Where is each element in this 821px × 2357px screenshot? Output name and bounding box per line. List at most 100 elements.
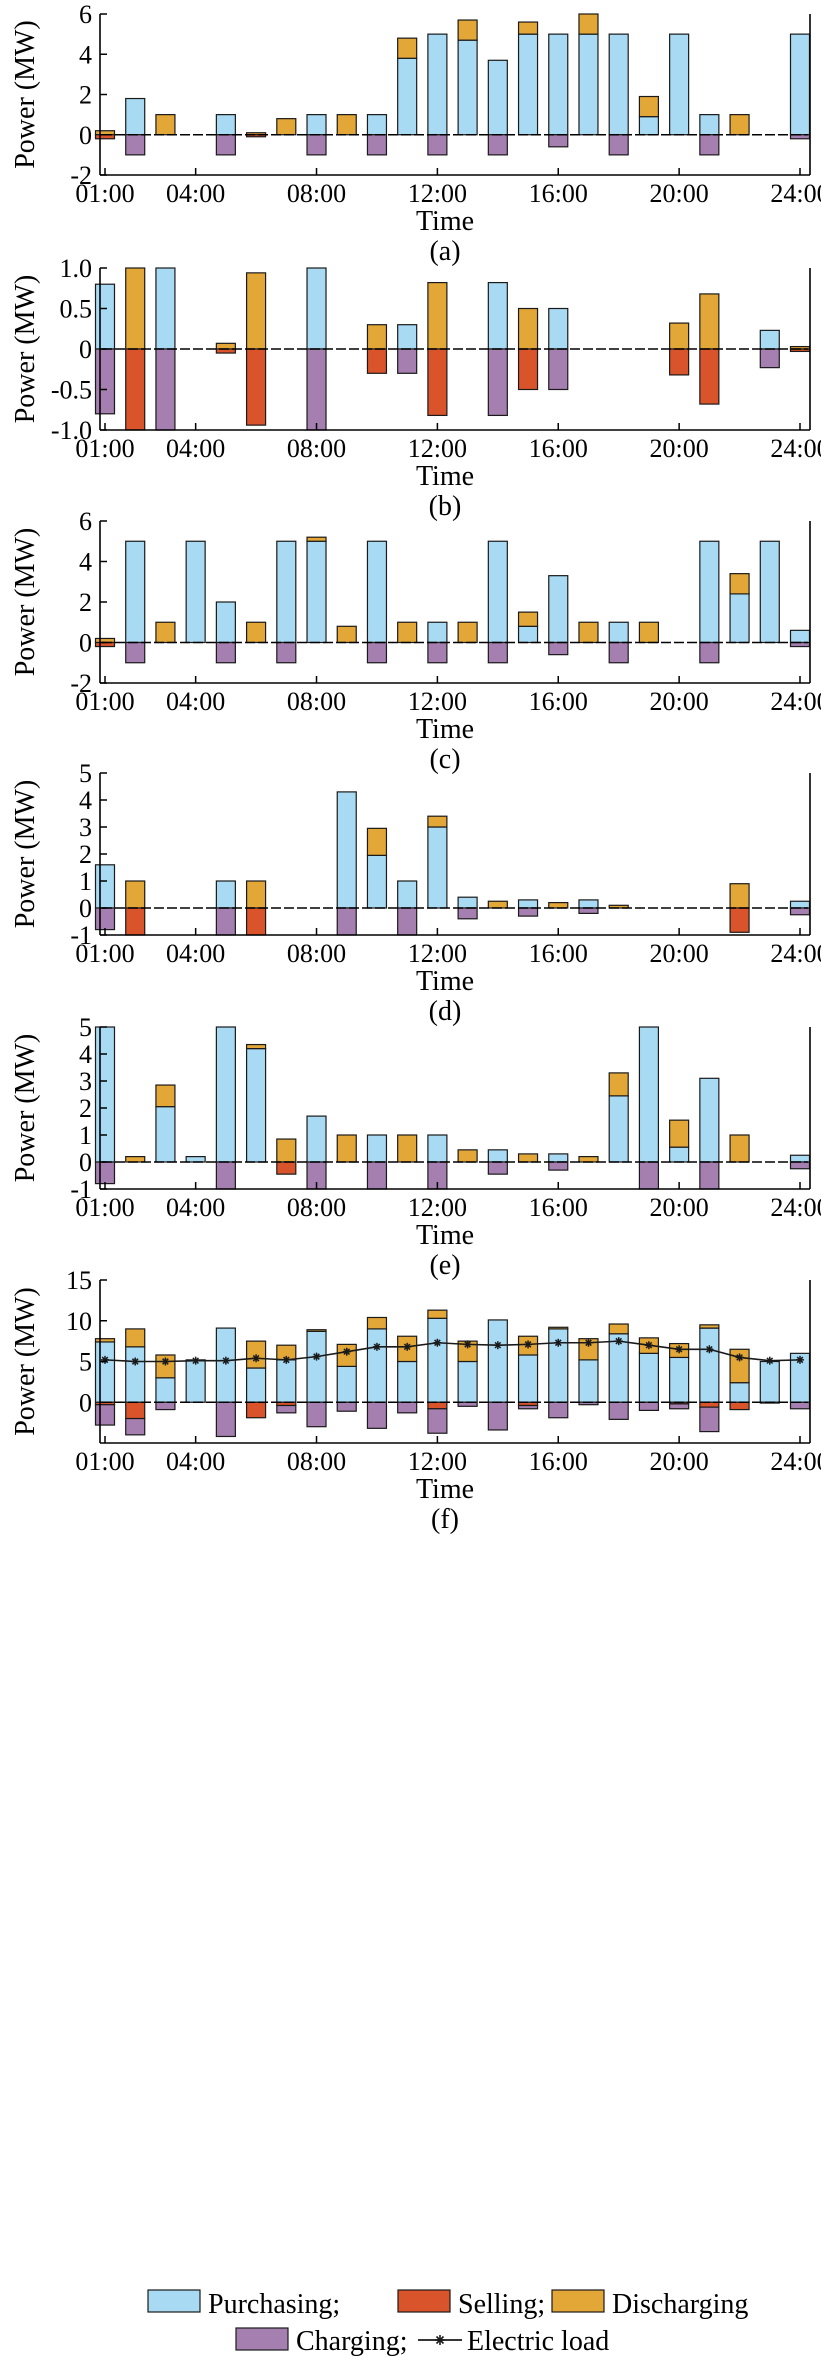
purchasing-bar (608, 621, 629, 644)
purchasing-bar (669, 33, 690, 136)
charging-bar (276, 641, 297, 664)
purchasing-bar (699, 114, 720, 136)
charging-bar (155, 1401, 176, 1411)
purchasing-bar (215, 880, 236, 909)
charging-bar (548, 1161, 569, 1171)
legend: Purchasing; Selling; Discharging Charging; E… (147, 2289, 748, 2357)
purchasing-bar (517, 625, 539, 644)
purchasing-bar (789, 900, 811, 909)
y-tick-label: 1 (79, 1121, 92, 1150)
x-tick-label: 01:00 (75, 1447, 134, 1476)
electric-load-point (221, 1356, 230, 1365)
discharging-bar (578, 1338, 599, 1361)
legend-label-electric-load: Electric load (467, 2326, 609, 2357)
charging-bar (699, 1161, 720, 1190)
y-tick-label: 5 (79, 1013, 92, 1042)
charging-bar (215, 641, 236, 664)
purchasing-bar (487, 1319, 508, 1403)
charging-bar (336, 1401, 357, 1412)
electric-load-marker-stroke (373, 1343, 381, 1351)
discharging-bar (427, 281, 448, 350)
charging-bar (366, 641, 388, 664)
y-axis-label: Power (MW) (10, 780, 41, 929)
y-tick-label: 15 (66, 1266, 92, 1295)
discharging-bar (457, 1149, 478, 1163)
discharging-bar (638, 95, 660, 118)
purchasing-bar (125, 1346, 146, 1403)
x-tick-label: 16:00 (529, 687, 588, 716)
electric-load-marker-stroke (222, 1357, 230, 1365)
x-tick-label: 01:00 (75, 687, 134, 716)
discharging-bar (729, 1134, 750, 1163)
purchasing-bar (366, 540, 388, 644)
x-axis-label: Time (416, 1474, 474, 1505)
purchasing-bar (548, 33, 569, 136)
charging-bar (638, 1161, 660, 1190)
electric-load-marker-stroke (494, 1341, 502, 1349)
x-tick-label: 24:00 (770, 1193, 821, 1222)
purchasing-bar (397, 880, 418, 909)
panel-label: (a) (429, 236, 460, 267)
electric-load-point (131, 1357, 140, 1366)
charging-bar (548, 641, 569, 656)
charging-bar (789, 1161, 811, 1170)
charging-bar (427, 641, 448, 664)
discharging-bar (366, 1316, 388, 1330)
discharging-bar (729, 883, 750, 909)
electric-load-point (252, 1354, 261, 1363)
discharging-bar (427, 1309, 448, 1319)
purchasing-bar (306, 267, 327, 350)
purchasing-bar (155, 1106, 176, 1163)
electric-load-point (524, 1340, 533, 1349)
purchasing-bar (729, 1382, 750, 1403)
charging-bar (155, 348, 176, 431)
x-tick-label: 04:00 (166, 1193, 225, 1222)
discharging-bar (578, 1155, 599, 1163)
electric-load-point (342, 1347, 351, 1356)
electric-load-marker-stroke (162, 1358, 169, 1365)
discharging-bar (245, 1043, 267, 1050)
electric-load-marker-stroke (736, 1354, 743, 1361)
y-tick-label: 4 (79, 40, 92, 69)
x-tick-label: 08:00 (287, 687, 346, 716)
purchasing-bar (487, 281, 508, 350)
purchasing-bar (669, 1356, 690, 1403)
selling-bar (276, 1161, 297, 1175)
x-axis-label: Time (416, 714, 474, 745)
y-axis-label: Power (MW) (10, 1287, 41, 1436)
charging-bar (215, 907, 236, 936)
purchasing-bar (397, 57, 418, 136)
purchasing-bar (215, 1327, 236, 1403)
x-tick-label: 12:00 (408, 434, 467, 463)
discharging-bar (276, 1138, 297, 1163)
y-tick-label: -2 (70, 669, 92, 698)
purchasing-bar (366, 1134, 388, 1163)
purchasing-bar (669, 1146, 690, 1163)
y-tick-label: 3 (79, 1067, 92, 1096)
x-tick-label: 04:00 (166, 939, 225, 968)
charging-bar (548, 1401, 569, 1419)
y-tick-label: 6 (79, 507, 92, 536)
panel-label: (c) (429, 744, 460, 775)
purchasing-bar (366, 1328, 388, 1403)
y-axis-label: Power (MW) (10, 275, 41, 424)
charging-bar (397, 348, 418, 374)
purchasing-bar (699, 1077, 720, 1163)
purchasing-bar (578, 33, 599, 136)
charging-bar (699, 1406, 720, 1433)
charging-bar (608, 1401, 629, 1420)
purchasing-bar (306, 1330, 327, 1403)
x-tick-label: 24:00 (770, 939, 821, 968)
discharging-bar (94, 1338, 116, 1343)
charging-bar (94, 1161, 116, 1185)
charging-bar (548, 134, 569, 148)
x-tick-label: 04:00 (166, 1447, 225, 1476)
electric-load-point (584, 1338, 593, 1347)
legend-label-selling: Selling; (458, 2289, 545, 2320)
discharging-bar (578, 13, 599, 35)
x-tick-label: 01:00 (75, 179, 134, 208)
purchasing-bar (487, 59, 508, 136)
y-tick-label: 0 (79, 121, 92, 150)
discharging-bar (729, 114, 750, 136)
x-tick-label: 01:00 (75, 1193, 134, 1222)
